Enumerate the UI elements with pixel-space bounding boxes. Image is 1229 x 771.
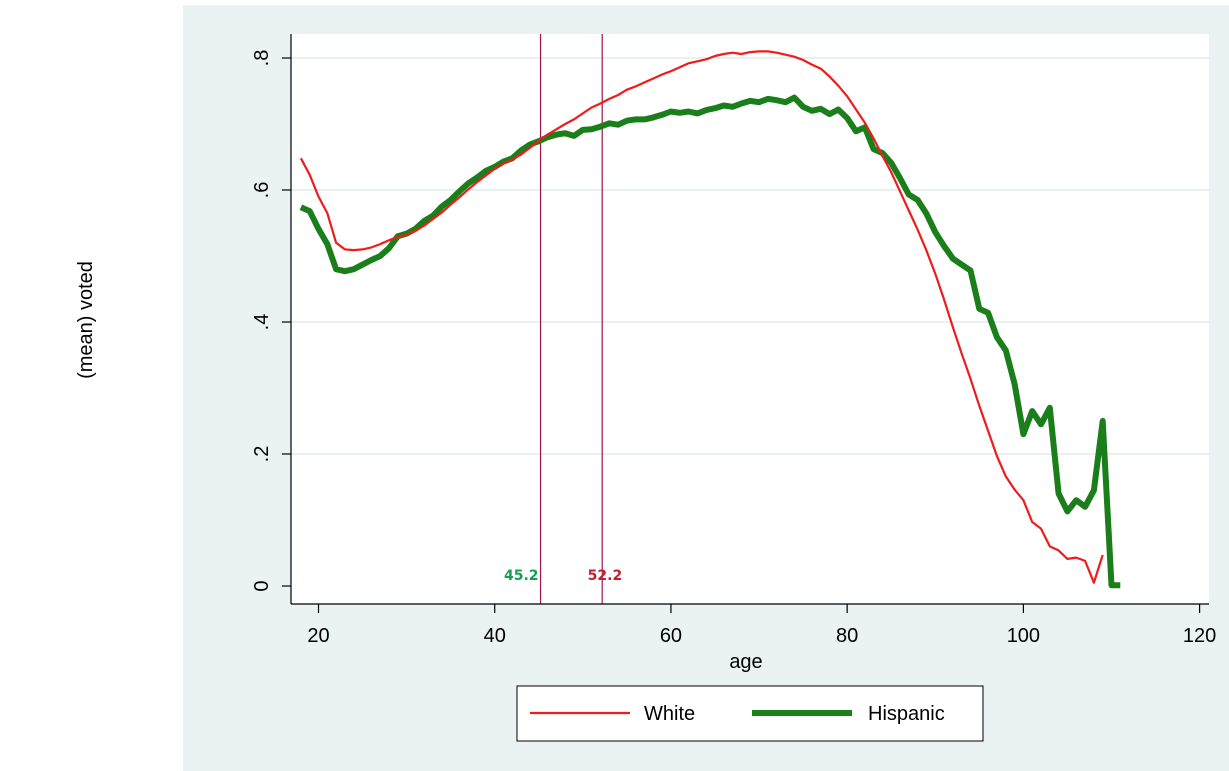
y-tick-label-.4: .4 <box>251 314 273 331</box>
legend: White Hispanic <box>516 685 984 742</box>
reference-line-label-52.2: 52.2 <box>588 568 623 584</box>
x-tick-label-100: 100 <box>1007 625 1040 647</box>
y-tick-label-.2: .2 <box>251 446 273 463</box>
tick-labels: 20 40 60 80 100 120 0 .2 .4 .6 .8 <box>251 50 1216 647</box>
series-lines <box>299 50 1121 589</box>
series-line-hispanic <box>299 94 1121 589</box>
x-tick-label-40: 40 <box>484 625 506 647</box>
y-axis-title: (mean) voted <box>75 261 97 379</box>
x-axis-title: age <box>729 651 762 673</box>
y-tick-label-.6: .6 <box>251 182 273 199</box>
x-tick-label-20: 20 <box>307 625 329 647</box>
legend-label-hispanic: Hispanic <box>868 703 945 725</box>
plot-background <box>291 34 1209 604</box>
series-line-white <box>299 50 1104 584</box>
y-tick-label-0: 0 <box>251 580 273 591</box>
y-tick-label-.8: .8 <box>251 50 273 67</box>
x-tick-label-80: 80 <box>836 625 858 647</box>
legend-label-white: White <box>644 703 695 725</box>
x-tick-label-60: 60 <box>660 625 682 647</box>
reference-line-label-45.2: 45.2 <box>504 568 539 584</box>
x-tick-label-120: 120 <box>1183 625 1216 647</box>
axes <box>290 34 1209 605</box>
